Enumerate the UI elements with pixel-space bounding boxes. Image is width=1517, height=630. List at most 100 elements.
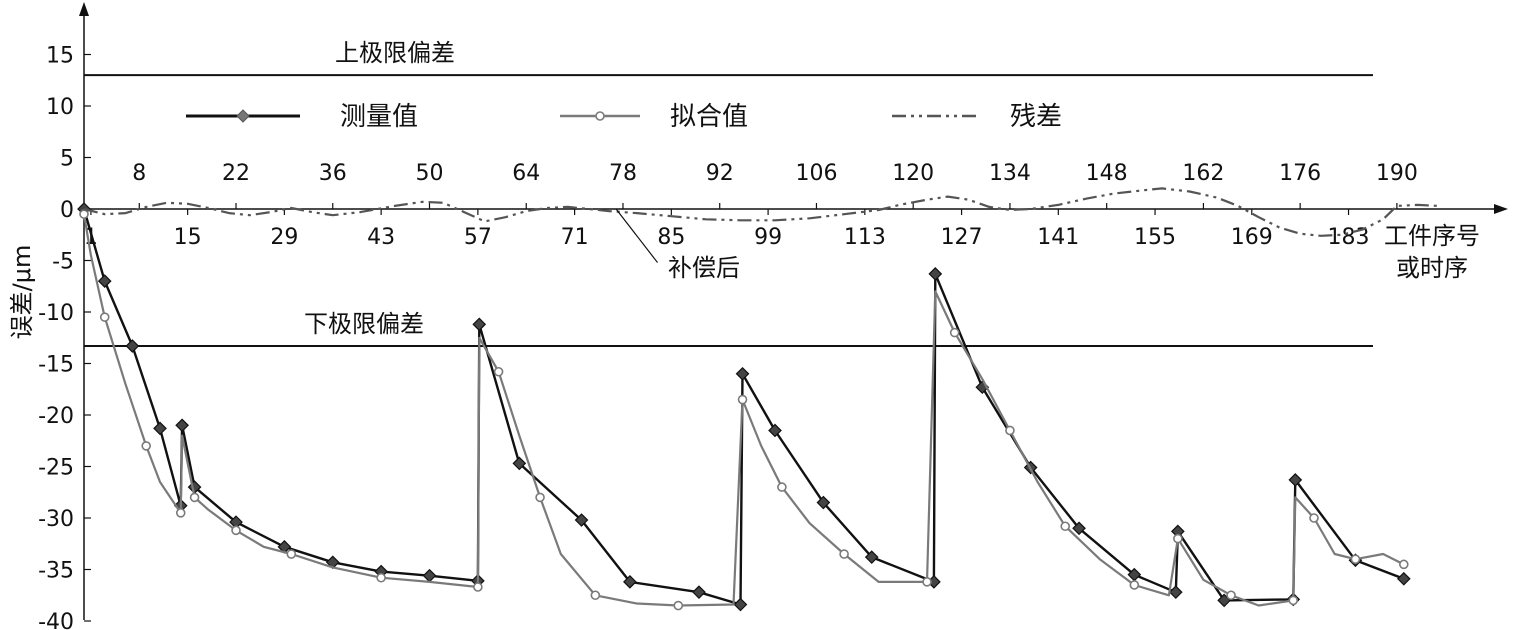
data-point <box>692 585 706 600</box>
data-point <box>1309 513 1319 523</box>
data-point <box>153 421 167 436</box>
y-tick-label: -15 <box>38 353 74 378</box>
x-tick-label-top: 92 <box>706 161 734 186</box>
data-point <box>1288 595 1299 606</box>
y-tick-label: -35 <box>38 559 74 584</box>
legend-marker-icon <box>595 111 605 121</box>
data-point <box>590 590 601 601</box>
y-tick-label: 0 <box>60 198 74 223</box>
y-tick-label: 10 <box>46 95 74 120</box>
legend-label: 残差 <box>1010 102 1062 132</box>
series-residual <box>83 187 1439 237</box>
x-tick-label-top: 36 <box>319 161 347 186</box>
legend-marker-icon <box>236 109 250 123</box>
data-point <box>673 600 684 611</box>
legend-label: 拟合值 <box>670 102 748 132</box>
x-tick-label-bottom: 43 <box>367 225 395 250</box>
x-tick-label-top: 148 <box>1086 161 1128 186</box>
y-tick-label: -5 <box>52 250 74 275</box>
data-point <box>79 209 89 219</box>
data-point <box>1173 533 1183 544</box>
data-point <box>1060 521 1071 532</box>
y-tick-label: -30 <box>38 507 74 532</box>
series-measured <box>77 202 1411 612</box>
x-tick-label-top: 78 <box>609 161 637 186</box>
y-axis-label: 误差/μm <box>8 245 36 340</box>
data-point <box>97 274 112 288</box>
data-point <box>777 482 787 492</box>
x-axis-label: 或时序 <box>1396 254 1468 282</box>
legend-item: 测量值 <box>186 102 418 132</box>
x-tick-label-bottom: 155 <box>1134 225 1176 250</box>
data-point <box>737 394 748 405</box>
data-point <box>1396 571 1411 586</box>
data-point <box>422 568 437 583</box>
series-line <box>82 208 1405 606</box>
data-point <box>286 549 297 559</box>
data-point <box>99 312 110 322</box>
x-tick-label-top: 162 <box>1182 161 1224 186</box>
y-axis-arrow-icon <box>79 2 89 16</box>
data-point <box>189 492 200 503</box>
data-point <box>1005 425 1015 436</box>
x-tick-label-top: 134 <box>989 161 1031 186</box>
data-point <box>376 572 386 583</box>
x-axis-arrow-icon <box>1494 204 1508 214</box>
data-point <box>864 550 879 564</box>
series-fitted <box>79 209 1409 611</box>
data-point <box>839 549 849 559</box>
y-tick-label: 5 <box>60 147 74 172</box>
data-point <box>1288 473 1303 487</box>
data-point <box>928 267 943 281</box>
x-tick-label-bottom: 29 <box>270 225 298 250</box>
x-tick-label-top: 22 <box>222 161 250 186</box>
y-tick-label: -25 <box>38 456 74 481</box>
y-tick-label: -10 <box>38 301 74 326</box>
data-point <box>1168 585 1183 600</box>
x-axis-label: 工件序号 <box>1384 222 1480 250</box>
legend-label: 测量值 <box>340 102 418 132</box>
data-point <box>768 423 782 438</box>
x-tick-label-top: 120 <box>892 161 934 186</box>
data-point <box>1072 521 1086 536</box>
data-point <box>1226 590 1236 601</box>
reference-line-label: 下极限偏差 <box>304 310 424 338</box>
data-point <box>1129 580 1140 590</box>
annotation-leader-line <box>615 208 659 263</box>
x-tick-label-top: 106 <box>795 161 837 186</box>
data-point <box>1399 559 1409 570</box>
x-tick-label-top: 190 <box>1376 161 1418 186</box>
y-tick-label: -20 <box>38 404 74 429</box>
legend-item: 残差 <box>892 102 1062 132</box>
data-point <box>512 456 527 471</box>
data-point <box>949 327 960 338</box>
x-tick-label-bottom: 127 <box>941 225 983 250</box>
legend: 测量值 拟合值 残差 <box>186 102 1062 132</box>
x-tick-label-bottom: 57 <box>464 225 492 250</box>
data-point <box>141 441 151 451</box>
x-tick-label-bottom: 85 <box>657 225 685 250</box>
data-point <box>623 575 637 589</box>
y-tick-label: -40 <box>38 610 74 630</box>
x-tick-label-bottom: 99 <box>754 225 782 250</box>
x-tick-label-bottom: 169 <box>1231 225 1273 250</box>
data-point <box>473 582 483 592</box>
x-tick-label-bottom: 141 <box>1037 225 1079 250</box>
data-point <box>816 495 831 510</box>
x-tick-label-bottom: 71 <box>561 225 589 250</box>
data-point <box>175 418 189 433</box>
legend-item: 拟合值 <box>560 102 748 132</box>
data-point <box>231 525 241 536</box>
data-point <box>472 317 487 332</box>
data-point <box>735 366 750 381</box>
y-tick-label: 15 <box>46 44 74 69</box>
x-tick-label-top: 8 <box>132 161 146 186</box>
data-point <box>1350 554 1361 565</box>
data-point <box>175 508 186 518</box>
x-tick-label-top: 50 <box>416 161 444 186</box>
